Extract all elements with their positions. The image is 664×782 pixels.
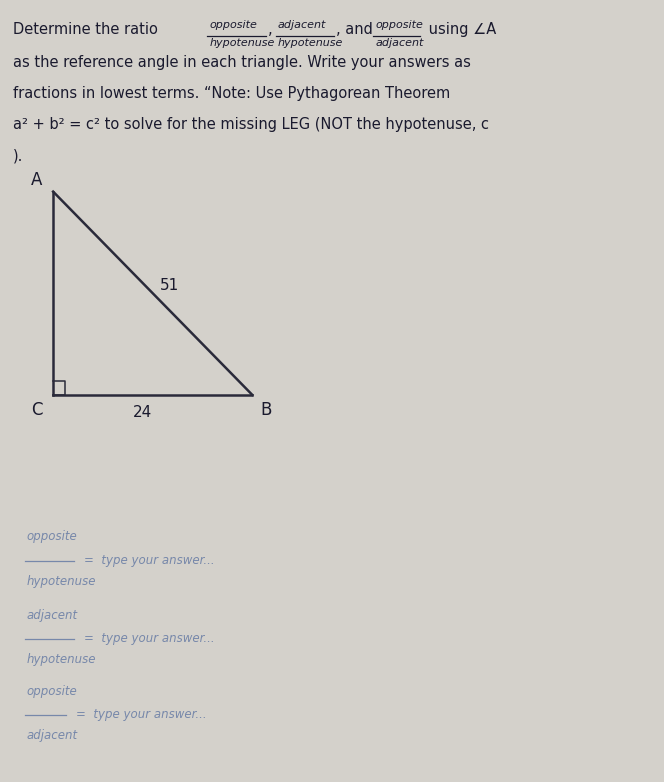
- Text: adjacent: adjacent: [27, 729, 78, 742]
- Text: fractions in lowest terms. “Note: Use Pythagorean Theorem: fractions in lowest terms. “Note: Use Py…: [13, 86, 451, 101]
- Text: B: B: [260, 400, 272, 419]
- Text: adjacent: adjacent: [27, 608, 78, 622]
- Text: as the reference angle in each triangle. Write your answers as: as the reference angle in each triangle.…: [13, 55, 471, 70]
- Text: hypotenuse: hypotenuse: [27, 575, 96, 588]
- Text: C: C: [31, 400, 42, 419]
- Text: ,: ,: [268, 22, 272, 37]
- Text: opposite: opposite: [375, 20, 423, 30]
- Text: opposite: opposite: [27, 530, 77, 543]
- Text: =  type your answer...: = type your answer...: [84, 554, 215, 567]
- Text: 51: 51: [160, 278, 179, 293]
- Text: =  type your answer...: = type your answer...: [84, 633, 215, 645]
- Text: adjacent: adjacent: [278, 20, 326, 30]
- Text: 24: 24: [133, 405, 152, 421]
- Text: opposite: opposite: [209, 20, 257, 30]
- Text: opposite: opposite: [27, 684, 77, 698]
- Text: Determine the ratio: Determine the ratio: [13, 22, 167, 37]
- Text: hypotenuse: hypotenuse: [209, 38, 274, 48]
- Text: a² + b² = c² to solve for the missing LEG (NOT the hypotenuse, c: a² + b² = c² to solve for the missing LE…: [13, 117, 489, 132]
- Text: A: A: [31, 170, 42, 189]
- Text: hypotenuse: hypotenuse: [278, 38, 343, 48]
- Text: , and: , and: [336, 22, 373, 37]
- Text: =  type your answer...: = type your answer...: [76, 708, 207, 721]
- Text: ).: ).: [13, 149, 24, 163]
- Text: hypotenuse: hypotenuse: [27, 653, 96, 666]
- Text: adjacent: adjacent: [375, 38, 424, 48]
- Text: using ∠A: using ∠A: [424, 22, 496, 37]
